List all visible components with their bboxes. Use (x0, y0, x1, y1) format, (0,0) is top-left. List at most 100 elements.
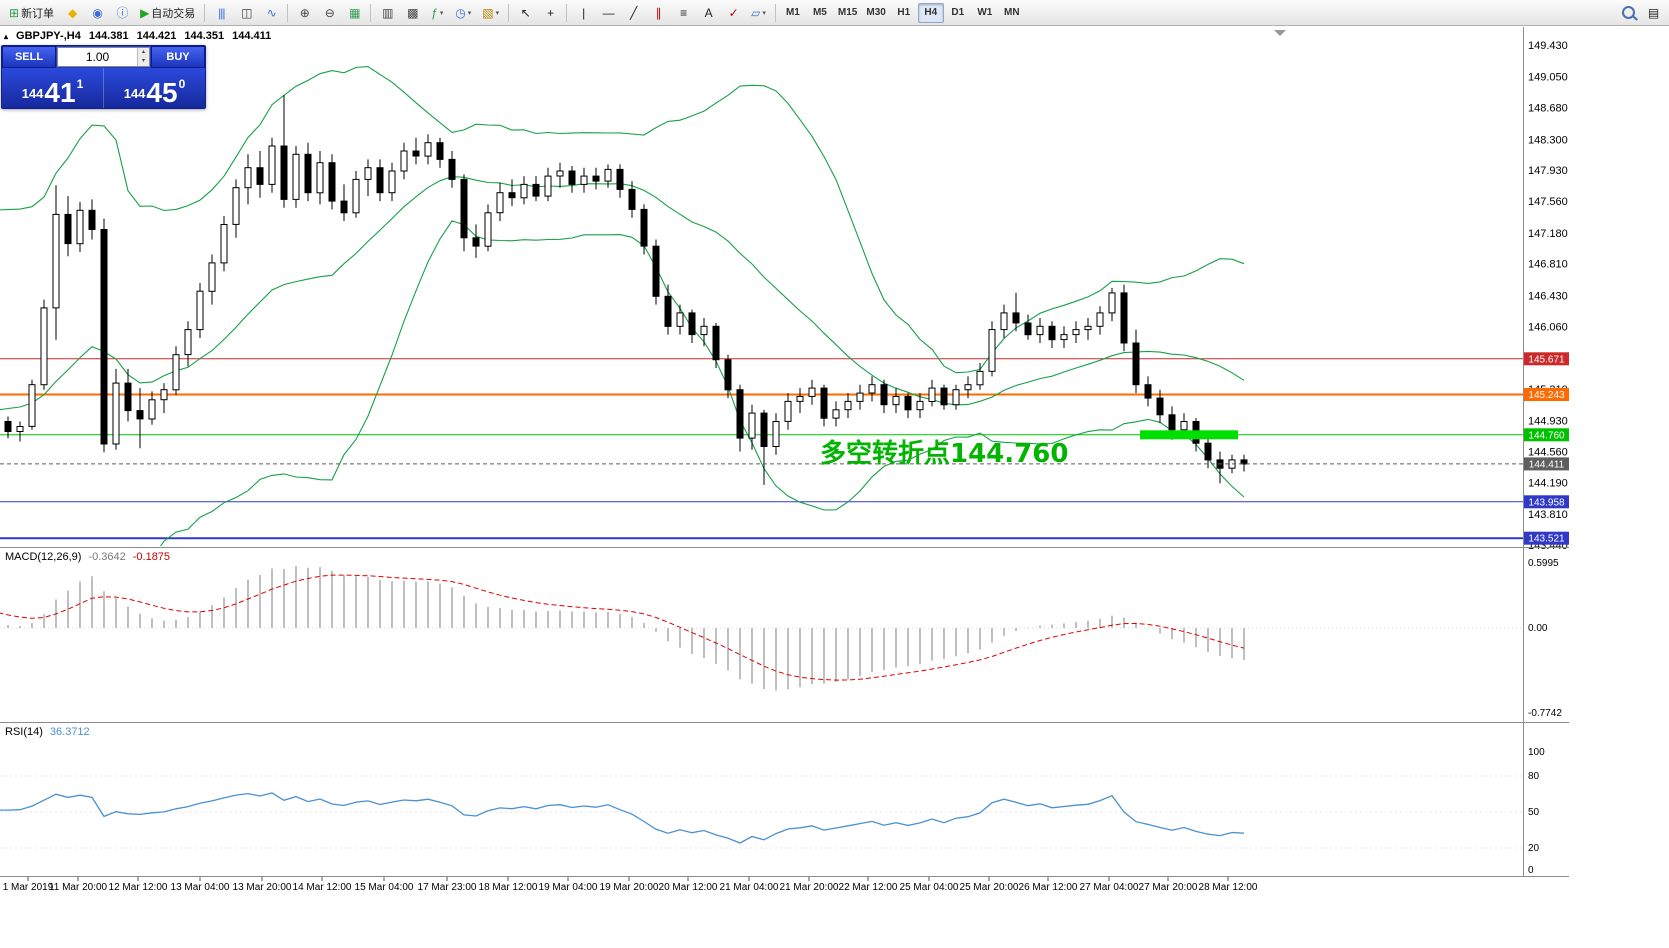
tile-windows-button[interactable]: ▥ (375, 2, 399, 24)
sell-price-integer: 144 (21, 86, 44, 101)
timeframe-d1-button[interactable]: D1 (945, 3, 971, 23)
zoom-in-button[interactable]: ⊕ (292, 2, 316, 24)
fibonacci-button[interactable]: ≡ (671, 2, 695, 24)
rsi-axis-label: 0 (1528, 865, 1534, 876)
horizontal-line-button[interactable]: — (596, 2, 620, 24)
bar-chart-button[interactable]: ||| (209, 2, 233, 24)
bollinger-middle-line (0, 176, 1245, 411)
macd-name: MACD(12,26,9) (5, 551, 82, 563)
timeframe-m15-button[interactable]: M15 (834, 3, 861, 23)
shapes-button[interactable]: ▱ ▾ (746, 2, 771, 24)
time-axis-label: 25 Mar 04:00 (900, 882, 959, 893)
chart-grid-button[interactable]: ▤ (1641, 2, 1665, 24)
time-axis-label: 14 Mar 12:00 (293, 882, 352, 893)
cascade-windows-button[interactable]: ▩ (400, 2, 424, 24)
time-axis-label: 19 Mar 20:00 (600, 882, 659, 893)
crosshair-button[interactable]: + (538, 2, 562, 24)
grid-icon: ▤ (1647, 5, 1659, 20)
bollinger-upper-line (0, 66, 1245, 374)
horizontal-line-icon: — (602, 5, 615, 20)
time-axis-label: 27 Mar 04:00 (1080, 882, 1139, 893)
time-axis-label: 17 Mar 23:00 (418, 882, 477, 893)
time-axis[interactable] (0, 877, 1569, 895)
time-axis-label: 26 Mar 12:00 (1019, 882, 1078, 893)
bollinger-lower-line (159, 220, 1245, 546)
shapes-icon: ▱ (751, 5, 760, 20)
volume-increase-button[interactable]: ▴ (138, 48, 149, 57)
cursor-button[interactable]: ↖ (513, 2, 537, 24)
candlestick-button[interactable]: ◫ (234, 2, 258, 24)
line-chart-button[interactable]: ∿ (259, 2, 283, 24)
rsi-line (0, 792, 1245, 844)
indicators-icon: ƒ (431, 5, 438, 20)
main-plot (0, 66, 1245, 546)
clock-icon: ◷ (455, 5, 466, 20)
timeframe-m5-button[interactable]: M5 (807, 3, 833, 23)
timeframe-h4-button[interactable]: H4 (917, 2, 944, 23)
chart-shift-marker[interactable] (1274, 30, 1286, 36)
buy-button[interactable]: BUY (151, 46, 205, 68)
price-axis-label: 146.430 (1528, 290, 1568, 302)
macd-signal-value: -0.1875 (132, 551, 171, 563)
timeframe-w1-button[interactable]: W1 (972, 3, 998, 23)
macd-panel-area[interactable] (0, 548, 1523, 722)
one-click-panel-toggle[interactable]: ▴ (4, 31, 9, 41)
price-axis[interactable] (1523, 27, 1569, 877)
trendline-button[interactable]: ╱ (621, 2, 645, 24)
timeframe-mn-button[interactable]: MN (999, 3, 1025, 23)
trendline-icon: ╱ (630, 5, 637, 20)
rsi-axis-label: 50 (1528, 807, 1540, 818)
volume-decrease-button[interactable]: ▾ (138, 57, 149, 66)
time-axis-label: 20 Mar 12:00 (659, 882, 718, 893)
new-order-button[interactable]: ⊞ 新订单 (4, 2, 59, 24)
timeframe-m1-button[interactable]: M1 (780, 3, 806, 23)
channel-button[interactable]: ∥ (646, 2, 670, 24)
new-chart-button[interactable]: ▦ (342, 2, 366, 24)
data-window-button[interactable]: ⓘ (110, 2, 134, 24)
sell-price-point: 1 (76, 77, 84, 91)
timeframe-m30-button[interactable]: M30 (862, 3, 889, 23)
volume-field[interactable]: 1.00 ▴ ▾ (57, 47, 150, 67)
channel-icon: ∥ (655, 5, 662, 20)
periods-button[interactable]: ◷ ▾ (450, 2, 476, 24)
volume-value: 1.00 (85, 50, 110, 64)
templates-button[interactable]: ▧ ▾ (477, 2, 504, 24)
autotrading-button[interactable]: ▶ 自动交易 (135, 2, 200, 24)
timeframe-h1-button[interactable]: H1 (891, 3, 917, 23)
toolbar-separator (566, 3, 568, 22)
new-order-button-label: 新订单 (21, 7, 55, 20)
zoom-in-icon: ⊕ (299, 5, 310, 20)
text-button[interactable]: A (696, 2, 720, 24)
fibonacci-icon: ≡ (680, 5, 687, 20)
highlight-level-segment[interactable] (1140, 430, 1238, 440)
autotrade-play-icon: ▶ (140, 5, 149, 20)
candlestick-icon: ◫ (241, 5, 252, 20)
zoom-out-icon: ⊖ (324, 5, 335, 20)
rsi-name: RSI(14) (5, 726, 43, 738)
rsi-panel-area[interactable] (0, 723, 1523, 876)
buy-price-pips: 45 (146, 76, 178, 108)
price-badge-label: 145.671 (1528, 354, 1565, 365)
price-badge (1524, 388, 1569, 401)
search-button[interactable] (1616, 2, 1640, 24)
price-badge (1524, 428, 1569, 442)
price-badge (1524, 457, 1569, 471)
autotrading-button-label: 自动交易 (151, 7, 196, 20)
macd-main-value: -0.3642 (88, 551, 126, 563)
indicators-button[interactable]: ƒ ▾ (425, 2, 449, 24)
rsi-plot (0, 792, 1245, 844)
chart-annotation[interactable]: 多空转折点144.760 (820, 439, 1069, 469)
market-watch-button[interactable]: ◉ (85, 2, 109, 24)
symbol-title: GBPJPY-,H4 (16, 30, 81, 42)
profile-button[interactable]: ◆ (60, 2, 84, 24)
chart-plot-area[interactable] (0, 27, 1523, 547)
buy-price-display[interactable]: 144 45 0 (103, 68, 205, 108)
vertical-line-button[interactable]: | (571, 2, 595, 24)
sell-price-display[interactable]: 144 41 1 (2, 68, 103, 108)
toolbar-separator (370, 3, 372, 22)
sell-button[interactable]: SELL (2, 46, 56, 68)
arrows-button[interactable]: ✓ (721, 2, 745, 24)
macd-axis-label: -0.7742 (1528, 708, 1562, 719)
zoom-out-button[interactable]: ⊖ (317, 2, 341, 24)
